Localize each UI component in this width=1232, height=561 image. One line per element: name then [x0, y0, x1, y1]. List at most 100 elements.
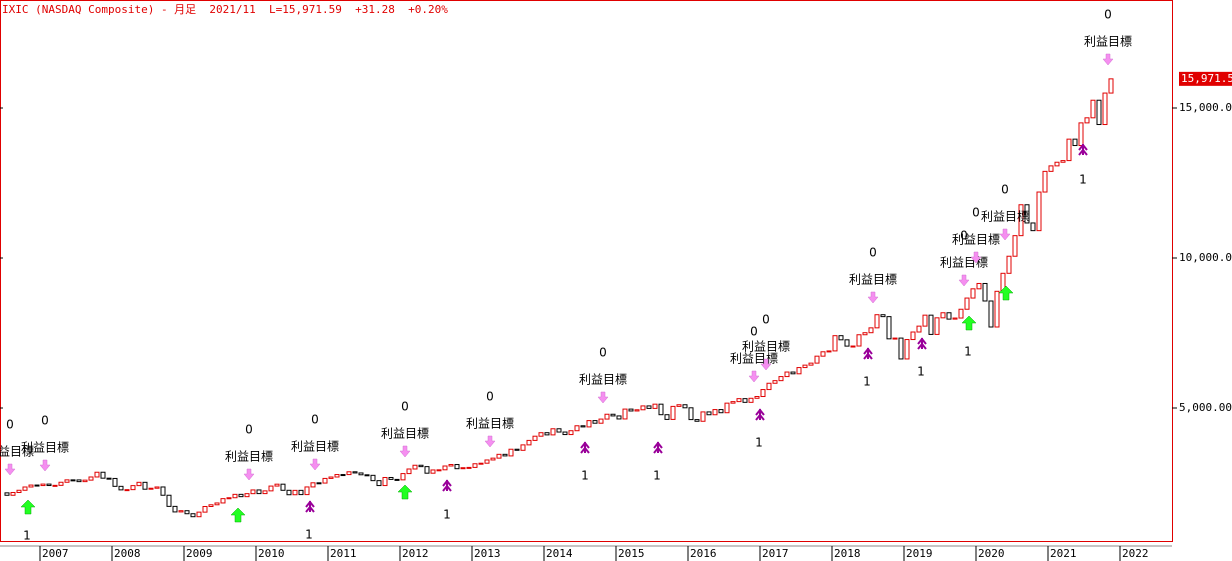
candle	[328, 476, 334, 479]
candle	[142, 481, 148, 490]
candle	[970, 288, 976, 299]
x-tick-label: 2019	[906, 547, 933, 560]
candle	[430, 469, 436, 474]
candle	[580, 425, 586, 428]
signal-count: 1	[443, 508, 451, 522]
target-count: 0	[1104, 8, 1112, 22]
candle	[754, 396, 760, 399]
signal-count: 1	[23, 529, 31, 543]
candle	[748, 397, 754, 403]
candle	[838, 335, 844, 341]
candle	[1006, 255, 1012, 274]
candle	[550, 428, 556, 436]
x-tick-label: 2007	[42, 547, 69, 560]
candle	[1012, 235, 1018, 257]
candle	[10, 491, 16, 496]
candle	[28, 484, 34, 488]
candle	[760, 389, 766, 398]
target-arrow	[243, 468, 255, 481]
signal-count: 1	[917, 365, 925, 379]
candle	[808, 362, 814, 366]
signal-count: 1	[1079, 173, 1087, 187]
target-count: 0	[1001, 183, 1009, 197]
signal-count: 1	[863, 375, 871, 389]
candle	[964, 297, 970, 310]
target-count: 0	[6, 418, 14, 432]
signal-count: 1	[305, 528, 313, 542]
candle	[190, 513, 196, 518]
candle	[340, 474, 346, 477]
candle	[790, 371, 796, 375]
candle	[826, 350, 832, 353]
candle	[1036, 191, 1042, 232]
candle	[394, 478, 400, 481]
candle	[1066, 138, 1072, 162]
target-label: 利益目標	[466, 417, 514, 431]
candle	[802, 364, 808, 369]
candle	[982, 282, 988, 302]
candle	[166, 494, 172, 507]
candle	[202, 505, 208, 513]
candle	[88, 476, 94, 481]
signal-arrow	[1078, 143, 1088, 156]
target-label: 利益目標	[1084, 35, 1132, 49]
target-arrow	[748, 370, 760, 383]
y-tick-label: 10,000.00	[1179, 251, 1232, 264]
candle	[742, 398, 748, 403]
target-arrow	[999, 228, 1011, 241]
target-arrow	[597, 391, 609, 404]
target-count: 0	[960, 229, 968, 243]
plot-frame	[0, 0, 1173, 542]
target-label: 利益目標	[952, 233, 1000, 247]
candle	[592, 420, 598, 424]
candle	[484, 459, 490, 464]
target-count: 0	[401, 400, 409, 414]
target-label: 利益目標	[291, 440, 339, 454]
target-count: 0	[869, 246, 877, 260]
chart-title: IXIC (NASDAQ Composite) - 月足 2021/11 L=1…	[2, 3, 448, 16]
candle	[124, 489, 130, 492]
candle	[148, 487, 154, 490]
candle	[916, 325, 922, 333]
candle	[568, 430, 574, 436]
candle	[490, 457, 496, 461]
candle	[814, 355, 820, 364]
candle	[766, 382, 772, 391]
candle	[304, 486, 310, 496]
candle	[670, 405, 676, 420]
signal-arrow	[442, 479, 452, 492]
candle	[526, 439, 532, 446]
candle	[136, 481, 142, 487]
candle	[658, 403, 664, 416]
candle	[460, 467, 466, 470]
candle	[994, 290, 1000, 328]
buy-arrow	[20, 499, 36, 515]
signal-count: 1	[964, 345, 972, 359]
candle	[478, 462, 484, 465]
x-tick-label: 2014	[546, 547, 573, 560]
candle	[310, 482, 316, 488]
candle	[286, 489, 292, 496]
candle	[700, 411, 706, 422]
x-tick-label: 2022	[1122, 547, 1149, 560]
candle	[382, 476, 388, 487]
candle	[772, 380, 778, 384]
candle	[316, 482, 322, 485]
last-price-box	[1179, 71, 1232, 86]
candle	[364, 474, 370, 477]
candle	[292, 489, 298, 496]
candle	[688, 407, 694, 421]
candle	[298, 489, 304, 496]
candle	[622, 408, 628, 420]
target-arrow	[399, 445, 411, 458]
candle	[1084, 117, 1090, 124]
target-count: 0	[41, 414, 49, 428]
target-label: 利益目標	[225, 450, 273, 464]
candle	[130, 485, 136, 491]
candle	[562, 431, 568, 436]
candle	[388, 476, 394, 480]
candle	[850, 345, 856, 348]
target-label: 利益目標	[579, 373, 627, 387]
candle	[976, 282, 982, 290]
